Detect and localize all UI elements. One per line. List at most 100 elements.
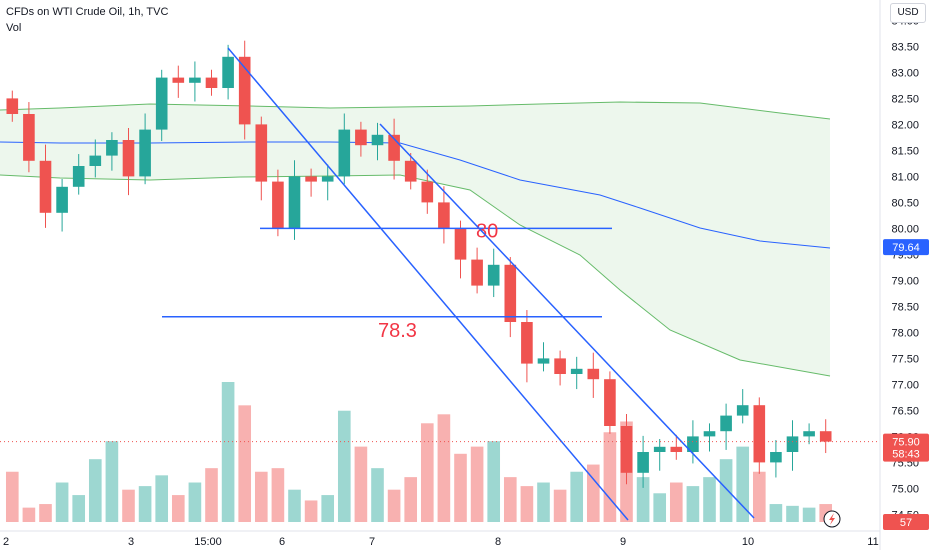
candle-body [39,160,52,213]
volume-bar [337,410,351,522]
lower-band-line [0,174,831,377]
price-tick-label: 77.50 [891,353,919,365]
upper-band-line [0,101,831,120]
candle-body [753,405,766,463]
volume-bar [454,453,467,522]
candle-body [238,56,251,125]
candle-body [736,405,749,416]
candle-body [288,176,301,229]
time-tick-label: 6 [279,536,285,548]
last-price-badge-text: 75.90 [892,437,920,449]
candle-body [786,436,799,452]
price-tick-label: 80.50 [891,197,919,209]
channel-upper-line[interactable] [379,123,755,519]
candle-body [189,77,201,83]
volume-bar [553,489,567,522]
candle-body [670,446,683,452]
volume-bar [55,482,69,522]
bands-layer [0,101,831,377]
volume-bar [371,468,384,522]
price-tick-label: 82.50 [891,93,919,105]
volume-bar [653,493,667,522]
volume-badge-bg [883,514,929,530]
volume-badge: 57 [883,514,929,530]
volume-bar [570,471,584,522]
candle-body [72,166,85,187]
volume-bar [288,489,301,522]
time-tick-label: 3 [128,536,134,548]
time-tick-label: 2 [3,536,9,548]
mid-band-price-badge-text: 79.64 [892,242,920,254]
volume-bar [122,489,135,522]
volume-bar [271,468,285,522]
volume-bar [321,495,335,522]
volume-bar [404,477,418,522]
volume-bar [719,459,733,522]
candle-body [770,452,782,463]
candle-body [222,56,234,88]
candle-body [803,431,815,437]
candle-body [653,446,666,452]
candle-body [504,264,517,322]
volume-bar [520,486,534,522]
volume-bar [437,414,451,522]
candle-body [438,202,450,229]
volume-bar [387,489,401,522]
candle-body [6,98,19,114]
candle-body [587,368,600,380]
volume-bar [354,446,368,522]
candle-body [255,124,268,182]
candle-body [604,379,616,426]
candle-body [106,140,118,156]
candle-body [321,176,334,182]
price-tick-label: 76.50 [891,405,919,417]
candle-body [355,129,367,146]
lightning-icon-bolt [829,513,835,525]
time-tick-label: 7 [369,536,375,548]
candle-body [23,114,35,161]
candle-body [338,129,351,177]
volume-bar [786,505,799,522]
volume-bar [39,504,52,522]
price-tick-label: 81.50 [891,145,919,157]
channel-lower-line[interactable] [227,47,629,521]
volume-bar [155,475,169,522]
candle-body [371,134,384,146]
volume-bar [802,507,816,522]
drawings-layer: 80 78.3 [0,47,880,521]
price-tick-label: 77.00 [891,379,919,391]
band-fill [0,102,830,376]
volume-bar [238,405,252,522]
volume-bar [503,477,517,522]
candle-body [205,77,218,88]
time-tick-label: 9 [620,536,626,548]
volume-layer [5,382,833,522]
candle-body [537,358,550,364]
candle-body [687,436,699,452]
candle-body [305,176,317,182]
volume-bar [5,471,19,522]
price-tick-label: 83.50 [891,41,919,53]
volume-bar [304,500,318,522]
volume-bar [487,441,501,522]
legend-volume: Vol [6,22,22,34]
annotation-label-78-3: 78.3 [378,320,417,342]
currency-button[interactable]: USD [890,3,926,23]
volume-bar [420,423,434,522]
volume-bar [537,482,550,522]
volume-bar [72,495,86,522]
time-tick-label: 10 [742,536,754,548]
price-tick-label: 79.00 [891,275,919,287]
candle-body [421,181,434,203]
candle-body [122,140,135,177]
time-tick-label: 11 [867,536,878,548]
volume-bar [703,477,716,522]
chart-legend: CFDs on WTI Crude Oil, 1h, TVC Vol [6,4,168,36]
annotation-label-80: 80 [476,220,498,242]
candle-body [819,431,832,442]
price-tick-label: 82.00 [891,119,919,131]
candles-layer [6,40,832,488]
